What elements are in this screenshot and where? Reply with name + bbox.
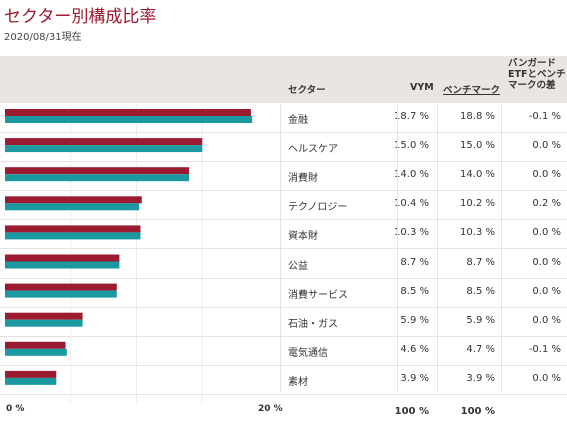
benchmark-value: 3.9 % [466,372,495,384]
vym-value: 5.9 % [400,314,429,326]
column-divider [397,103,398,393]
bar-benchmark [5,319,83,327]
benchmark-value: 5.9 % [466,314,495,326]
benchmark-value: 14.0 % [460,169,495,181]
diff-value: 0.0 % [532,372,561,384]
diff-value: 0.0 % [532,314,561,326]
diff-value: -0.1 % [528,343,561,355]
benchmark-value: 15.0 % [460,140,495,152]
header-diff: バンガードETFとベンチマークの差 [508,58,566,91]
table-row: 石油・ガス 5.9 % 5.9 % 0.0 % [0,307,567,337]
benchmark-value: 18.8 % [460,111,495,122]
benchmark-value: 8.7 % [466,256,495,268]
sector-label: 消費財 [288,173,318,185]
table-header [0,56,567,103]
column-divider [501,103,502,393]
diff-value: 0.0 % [532,256,561,268]
table-row: 金融 18.7 % 18.8 % -0.1 % [0,103,567,133]
bar-vym [5,138,203,146]
benchmark-value: 8.5 % [466,285,495,297]
diff-value: -0.1 % [528,111,561,122]
column-divider [437,103,438,393]
bar-benchmark [5,145,203,153]
vym-value: 8.7 % [400,256,429,268]
bar-benchmark [5,203,140,211]
vym-value: 15.0 % [394,140,429,152]
vym-value: 3.9 % [400,372,429,384]
vym-value: 4.6 % [400,343,429,355]
bar-benchmark [5,232,141,240]
table-row: 消費財 14.0 % 14.0 % 0.0 % [0,161,567,192]
sector-label: 公益 [288,260,308,272]
bar-vym [5,225,141,233]
bar-vym [5,167,190,175]
sector-label: 電気通信 [288,347,328,359]
benchmark-value: 4.7 % [466,343,495,355]
benchmark-value: 10.3 % [460,227,495,239]
diff-value: 0.0 % [532,140,561,152]
sector-label: テクノロジー [288,202,348,214]
x-tick-label-max: 20 % [258,404,283,414]
bar-vym [5,312,83,320]
sector-bar-chart [5,103,253,403]
bar-vym [5,254,120,262]
diff-value: 0.0 % [532,285,561,297]
bar-vym [5,109,251,116]
table-row: 素材 3.9 % 3.9 % 0.0 % [0,365,567,395]
total-vym: 100 % [394,406,429,417]
table-row: 電気通信 4.6 % 4.7 % -0.1 % [0,336,567,366]
table-row: 公益 8.7 % 8.7 % 0.0 % [0,249,567,279]
vym-value: 18.7 % [394,111,429,122]
sector-label: ヘルスケア [288,144,338,156]
diff-value: 0.0 % [532,169,561,181]
bar-benchmark [5,377,57,385]
header-benchmark-link[interactable]: ベンチマーク [443,85,501,96]
sector-label: 金融 [288,115,308,126]
bar-benchmark [5,174,190,182]
page-title: セクター別構成比率 [4,7,157,27]
bar-vym [5,341,66,349]
diff-value: 0.2 % [532,198,561,210]
bar-vym [5,370,57,378]
vym-value: 10.4 % [394,198,429,210]
header-vym: VYM [410,82,434,93]
table-row: ヘルスケア 15.0 % 15.0 % 0.0 % [0,132,567,163]
table-row: 資本財 10.3 % 10.3 % 0.0 % [0,219,567,250]
total-benchmark: 100 % [460,406,495,417]
table-row: 消費サービス 8.5 % 8.5 % 0.0 % [0,278,567,308]
vym-value: 8.5 % [400,285,429,297]
sector-label: 消費サービス [288,289,348,301]
vym-value: 14.0 % [394,169,429,181]
table-row: テクノロジー 10.4 % 10.2 % 0.2 % [0,190,567,221]
bar-vym [5,196,142,204]
header-sector: セクター [288,85,326,96]
benchmark-value: 10.2 % [460,198,495,210]
as-of-date: 2020/08/31現在 [4,32,82,43]
x-tick-label-min: 0 % [6,404,25,414]
sector-label: 資本財 [288,231,318,243]
column-divider [280,103,281,393]
vym-value: 10.3 % [394,227,429,239]
bar-benchmark [5,116,253,123]
sector-label: 素材 [288,376,308,388]
diff-value: 0.0 % [532,227,561,239]
bar-benchmark [5,290,117,298]
bar-benchmark [5,261,120,269]
bar-benchmark [5,348,67,356]
sector-label: 石油・ガス [288,318,338,330]
bar-vym [5,283,117,291]
